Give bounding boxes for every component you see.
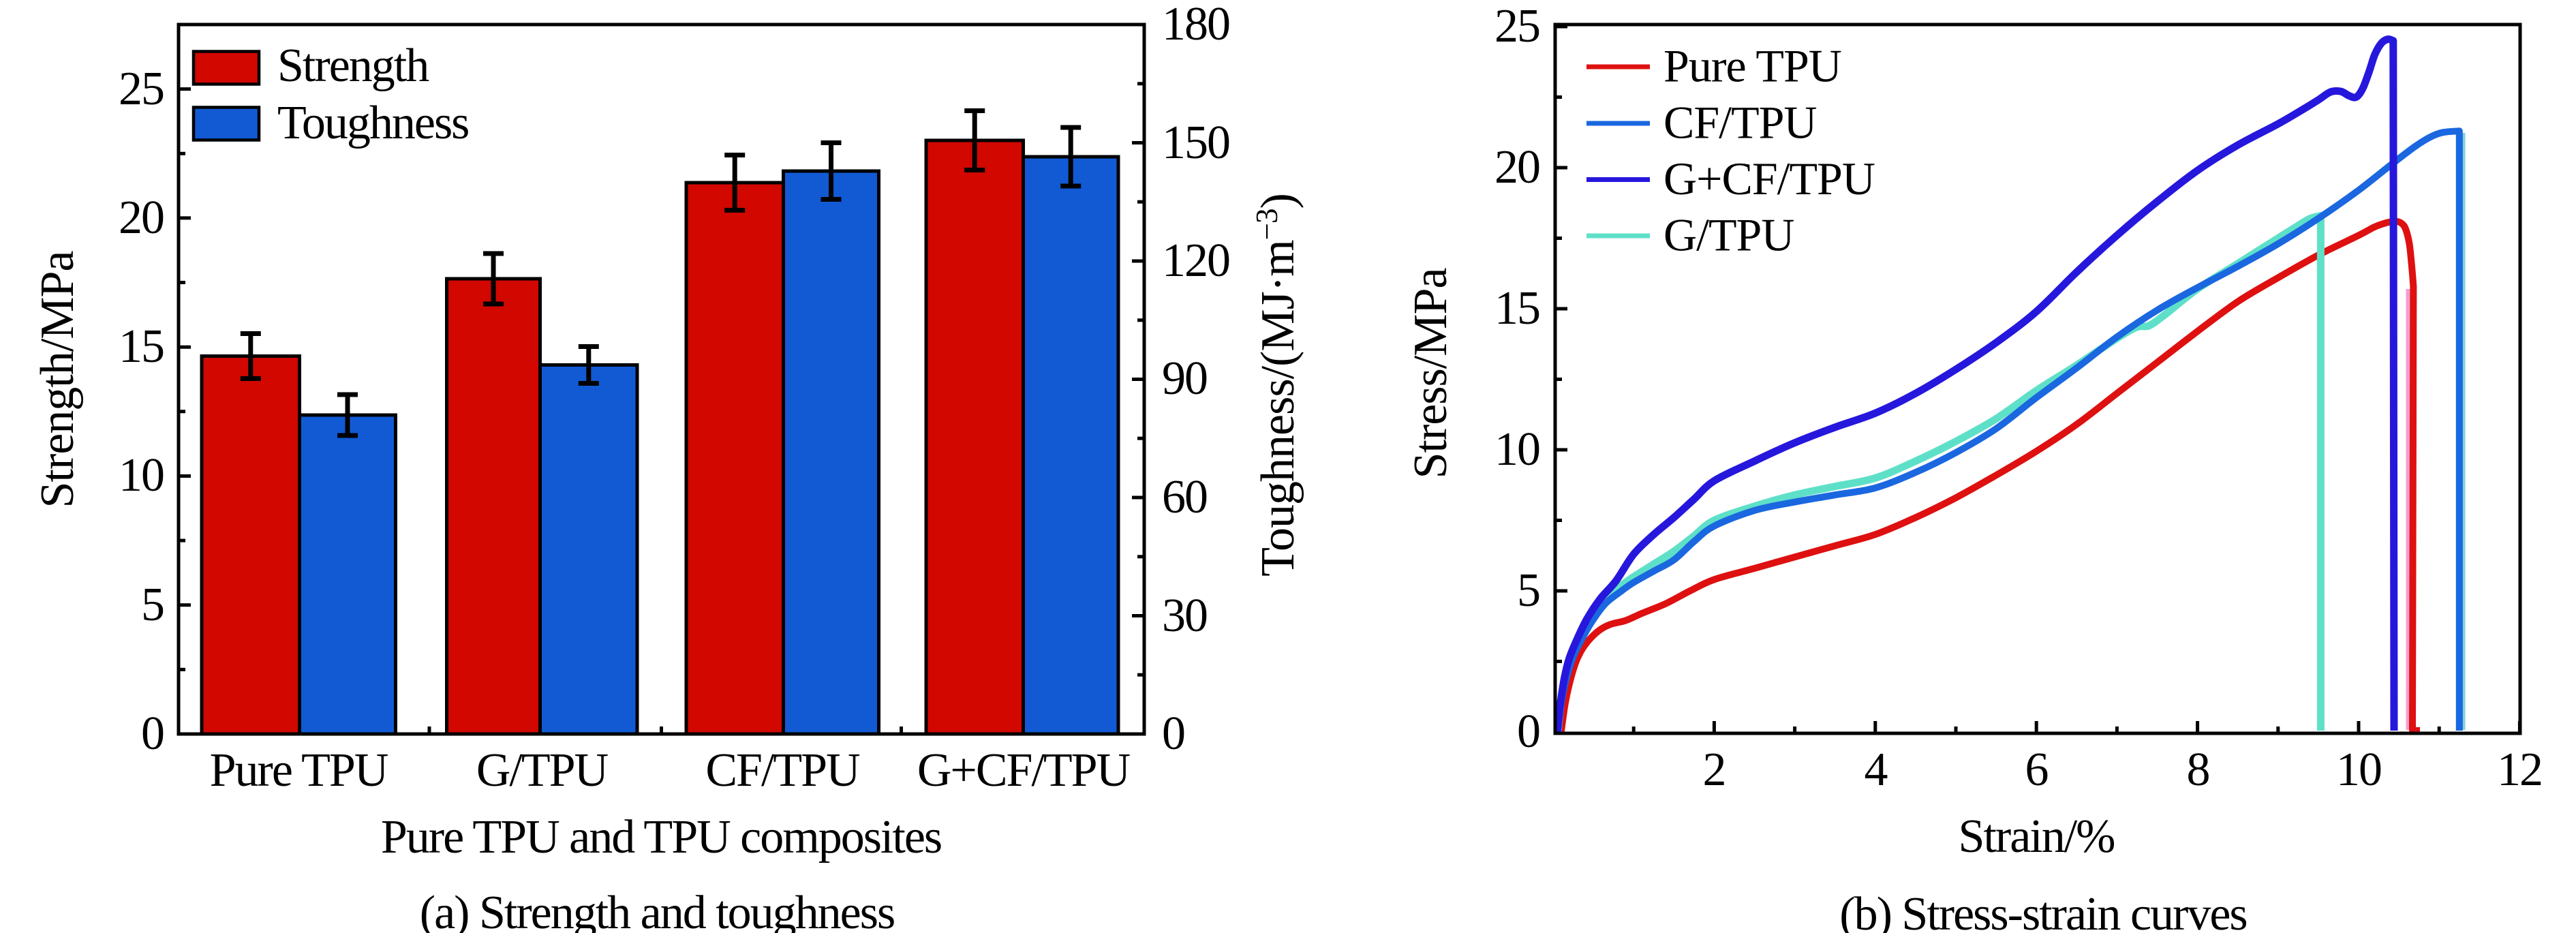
svg-text:0: 0 xyxy=(1162,707,1184,760)
svg-text:Stress/MPa: Stress/MPa xyxy=(1405,268,1457,479)
svg-text:0: 0 xyxy=(1517,705,1539,758)
svg-text:Toughness: Toughness xyxy=(277,97,468,149)
svg-text:150: 150 xyxy=(1162,117,1229,169)
svg-text:Pure TPU and TPU composites: Pure TPU and TPU composites xyxy=(381,811,941,863)
svg-text:10: 10 xyxy=(1494,423,1539,476)
svg-text:Pure TPU: Pure TPU xyxy=(210,744,388,797)
svg-text:15: 15 xyxy=(1494,282,1539,335)
svg-text:CF/TPU: CF/TPU xyxy=(1663,97,1817,149)
svg-text:15: 15 xyxy=(119,320,164,373)
svg-text:Strain/%: Strain/% xyxy=(1959,810,2115,863)
svg-text:(a) Strength and toughness: (a) Strength and toughness xyxy=(420,887,894,933)
svg-text:Pure TPU: Pure TPU xyxy=(1663,40,1841,92)
svg-text:60: 60 xyxy=(1162,471,1207,523)
svg-text:10: 10 xyxy=(2336,744,2381,796)
svg-text:0: 0 xyxy=(141,707,164,760)
svg-text:30: 30 xyxy=(1162,590,1207,642)
svg-text:90: 90 xyxy=(1162,352,1207,405)
svg-text:G/TPU: G/TPU xyxy=(476,744,609,797)
svg-text:20: 20 xyxy=(1494,141,1539,194)
svg-text:G+CF/TPU: G+CF/TPU xyxy=(1663,153,1875,204)
svg-text:6: 6 xyxy=(2025,744,2048,796)
svg-text:5: 5 xyxy=(141,579,164,631)
svg-text:(b) Stress-strain curves: (b) Stress-strain curves xyxy=(1839,888,2246,933)
svg-text:CF/TPU: CF/TPU xyxy=(705,744,860,797)
svg-text:180: 180 xyxy=(1162,0,1229,50)
svg-text:12: 12 xyxy=(2497,744,2542,796)
svg-text:8: 8 xyxy=(2187,744,2209,796)
svg-text:10: 10 xyxy=(119,449,164,502)
svg-text:20: 20 xyxy=(119,192,164,244)
svg-text:120: 120 xyxy=(1162,234,1229,287)
svg-text:4: 4 xyxy=(1865,744,1888,796)
svg-text:5: 5 xyxy=(1517,564,1539,617)
svg-text:25: 25 xyxy=(119,63,164,115)
svg-text:Toughness/(MJ·m−3): Toughness/(MJ·m−3) xyxy=(1250,194,1304,577)
svg-text:Strength/MPa: Strength/MPa xyxy=(31,251,84,508)
svg-text:G+CF/TPU: G+CF/TPU xyxy=(917,744,1131,797)
svg-text:Strength: Strength xyxy=(277,40,429,92)
svg-text:25: 25 xyxy=(1494,0,1539,52)
svg-text:G/TPU: G/TPU xyxy=(1663,209,1794,261)
svg-text:2: 2 xyxy=(1703,744,1726,796)
